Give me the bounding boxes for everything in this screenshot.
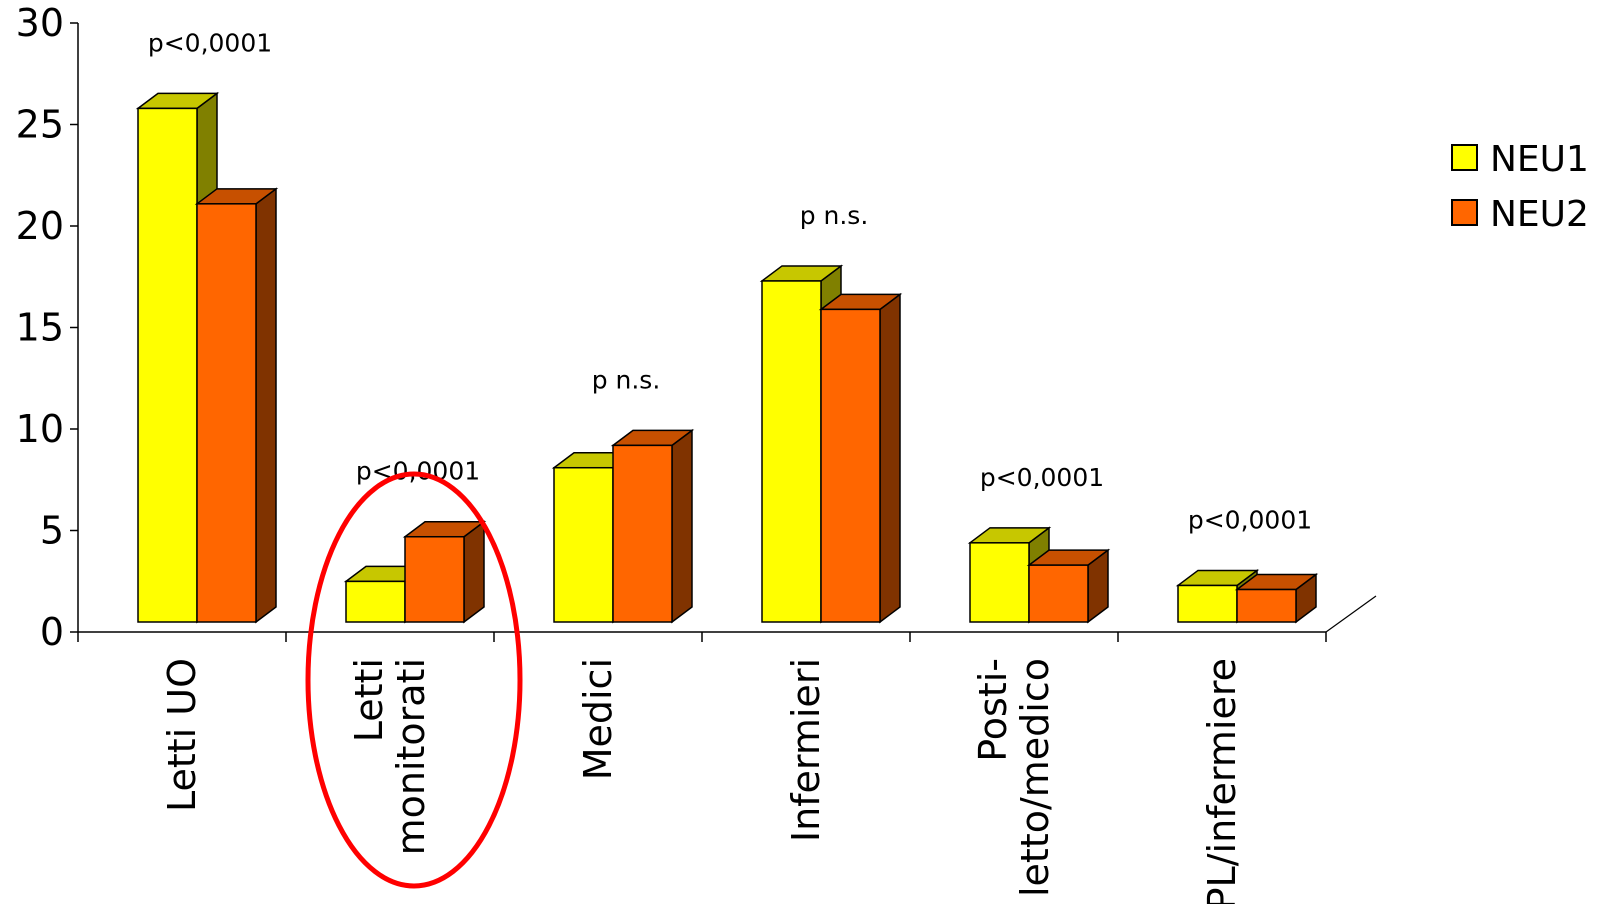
category-label: Medici	[576, 658, 620, 780]
bar-NEU2-4	[1026, 548, 1111, 624]
bar-front	[345, 580, 406, 623]
bar-front	[612, 444, 673, 623]
y-tick-label: 15	[16, 306, 64, 350]
bar-side	[671, 428, 693, 624]
legend-item-NEU2: NEU2	[1451, 194, 1589, 235]
legend-swatch	[1451, 144, 1478, 171]
bar-NEU1-3	[759, 264, 844, 624]
bar-front	[1028, 564, 1089, 623]
bar-front	[1177, 584, 1238, 623]
axes: 0 5 10 15 20 25 30	[16, 1, 1377, 654]
bars	[135, 91, 1319, 624]
y-tick-label: 5	[40, 509, 64, 553]
p-value-annotation: p<0,0001	[148, 28, 272, 57]
p-value-annotation: p<0,0001	[980, 463, 1104, 492]
bar-side	[255, 187, 277, 624]
bar-side	[463, 520, 485, 624]
y-tick-label: 25	[16, 103, 64, 147]
y-tick-label: 30	[16, 1, 64, 45]
p-value-annotation: p n.s.	[592, 365, 661, 394]
bar-front	[820, 308, 881, 623]
category-label-line: PL/infermiere	[1200, 658, 1244, 904]
y-tick-label: 10	[16, 407, 64, 451]
bar-front	[969, 542, 1030, 623]
bar-front	[196, 203, 257, 623]
legend-item-NEU1: NEU1	[1451, 139, 1589, 180]
legend-swatch	[1451, 199, 1478, 226]
category-label-line: Letti UO	[160, 658, 204, 812]
bar-NEU2-3	[818, 292, 903, 624]
bar-NEU2-2	[610, 428, 695, 624]
highlight-ellipse	[305, 471, 523, 889]
bar-front	[761, 280, 822, 623]
legend-label: NEU2	[1490, 194, 1589, 235]
category-label-line: monitorati	[389, 658, 433, 855]
category-label-line: Posti-	[971, 658, 1015, 762]
bar-NEU2-0	[194, 187, 279, 624]
category-label-line: Medici	[576, 658, 620, 780]
bar-front	[553, 466, 614, 623]
p-value-annotation: p<0,0001	[1188, 505, 1312, 534]
category-label-line: Letti	[347, 658, 391, 742]
bar-side	[879, 292, 901, 624]
bar-front	[404, 535, 465, 623]
category-label-line: Infermieri	[784, 658, 828, 842]
legend: NEU1 NEU2	[1451, 139, 1589, 235]
bar-NEU2-1	[402, 520, 487, 624]
category-label: PL/infermiere	[1200, 658, 1244, 904]
bar-front	[137, 107, 198, 623]
p-value-annotation: p n.s.	[800, 201, 869, 230]
annotations: p<0,0001 p<0,0001 p n.s. p n.s. p<0,0001 p<0,…	[148, 28, 1312, 534]
highlight-ellipse-group	[305, 471, 523, 889]
y-tick-label: 20	[16, 204, 64, 248]
bar-front	[1236, 588, 1297, 623]
category-label: Letti UO	[160, 658, 204, 812]
legend-label: NEU1	[1490, 139, 1589, 180]
y-tick-label: 0	[40, 610, 64, 654]
category-label: Posti-letto/medico	[971, 658, 1057, 897]
bar-NEU2-5	[1234, 573, 1319, 624]
category-label: Infermieri	[784, 658, 828, 842]
category-label-line: letto/medico	[1013, 658, 1057, 897]
floor-edge	[1325, 595, 1377, 633]
p-value-annotation: p<0,0001	[356, 457, 480, 486]
